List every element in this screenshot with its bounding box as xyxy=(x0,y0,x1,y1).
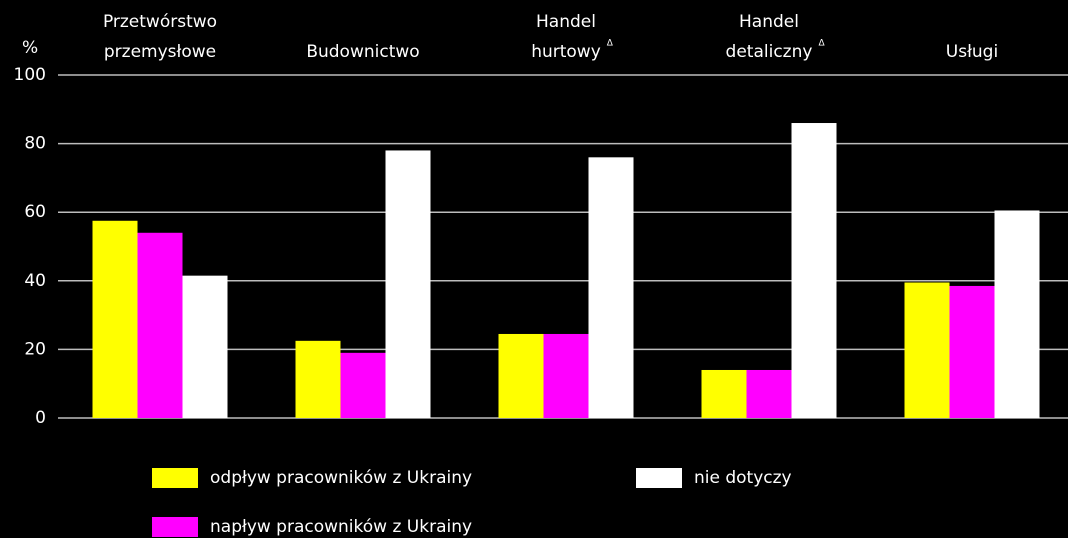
legend-swatch xyxy=(152,517,198,537)
bar xyxy=(137,232,183,418)
bar xyxy=(182,275,228,418)
x-tick-label: hurtowy xyxy=(531,42,601,62)
legend-swatch xyxy=(636,468,682,488)
bar xyxy=(949,285,995,418)
category-mark: Δ xyxy=(818,39,825,49)
x-tick-label: przemysłowe xyxy=(104,42,216,62)
x-tick-label: Usługi xyxy=(946,42,998,62)
legend-label: odpływ pracowników z Ukrainy xyxy=(210,468,472,488)
y-tick-label: 0 xyxy=(35,408,46,428)
bar xyxy=(588,157,634,418)
bar xyxy=(498,333,544,418)
legend-label: napływ pracowników z Ukrainy xyxy=(210,517,472,537)
y-tick-label: 40 xyxy=(24,271,46,291)
bar xyxy=(92,220,138,418)
bar xyxy=(791,123,837,419)
x-tick-label: Przetwórstwo xyxy=(103,12,217,32)
x-tick-label: Handel xyxy=(536,12,596,32)
x-tick-label: Handel xyxy=(739,12,799,32)
y-axis-label: % xyxy=(22,38,38,58)
y-tick-label: 20 xyxy=(24,339,46,359)
bar xyxy=(701,369,747,418)
bar xyxy=(904,282,950,418)
legend-swatch xyxy=(152,468,198,488)
x-tick-label: Budownictwo xyxy=(306,42,419,62)
bar xyxy=(385,150,431,418)
legend-label: nie dotyczy xyxy=(694,468,792,488)
y-tick-label: 100 xyxy=(14,65,46,85)
y-tick-label: 80 xyxy=(24,134,46,154)
bar xyxy=(340,352,386,418)
x-tick-label: detaliczny xyxy=(726,42,813,62)
y-tick-label: 60 xyxy=(24,202,46,222)
category-mark: Δ xyxy=(607,39,614,49)
bar xyxy=(543,333,589,418)
bar xyxy=(295,340,341,418)
bar xyxy=(746,369,792,418)
bar xyxy=(994,210,1040,418)
